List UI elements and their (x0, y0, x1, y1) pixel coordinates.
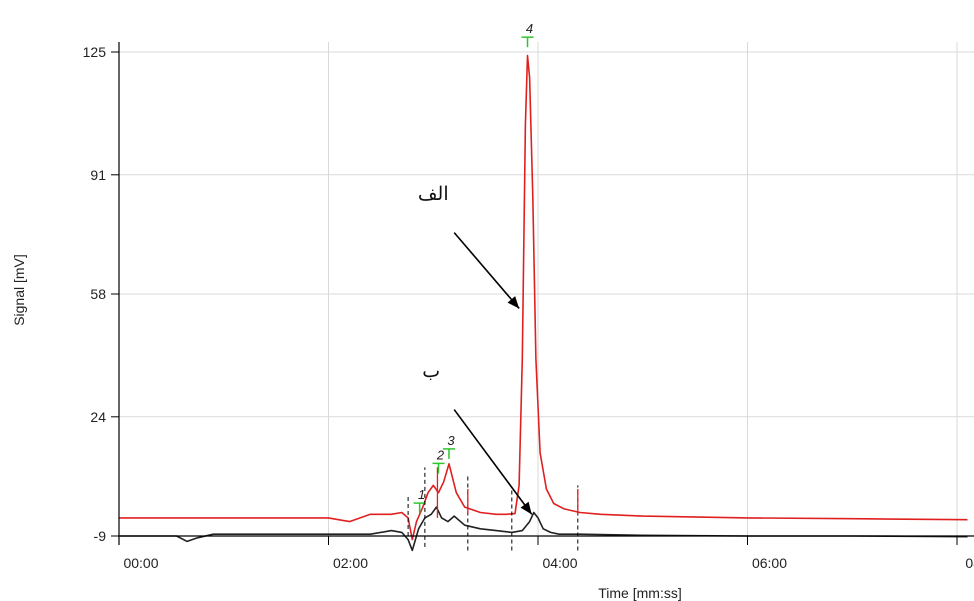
series-line-2 (119, 506, 968, 552)
annotation-arrow-head-1 (507, 296, 520, 309)
x-tick-label: 00:00 (123, 555, 158, 571)
y-tick-label: 125 (83, 44, 107, 60)
x-tick-label: 02:00 (333, 555, 368, 571)
tick-labels: 00:00 02:00 04:00 06:00 08:0 -9 24 58 91 125 (83, 44, 974, 571)
annotation-label-1: الف (418, 184, 449, 205)
x-tick-label: 06:00 (752, 555, 787, 571)
annotation-arrow-line-1 (453, 232, 520, 309)
y-tick-label: 24 (90, 409, 106, 425)
series-line-1 (119, 54, 968, 541)
peak-label: 3 (447, 433, 455, 448)
annotations: الف ب (418, 184, 533, 515)
peak-label: 2 (436, 447, 445, 462)
y-axis-title: Signal [mV] (11, 254, 27, 326)
annotation-arrow-line-2 (453, 409, 533, 515)
series-layer (119, 54, 968, 552)
peak-label: 1 (418, 487, 425, 502)
x-axis-title: Time [mm:ss] (598, 585, 681, 601)
peak-markers: 1 23 4 (407, 21, 579, 551)
x-tick-label: 08:0 (965, 555, 974, 571)
y-tick-label: 91 (90, 167, 106, 183)
peak-label: 4 (526, 21, 533, 36)
x-tick-label: 04:00 (542, 555, 577, 571)
y-tick-label: -9 (94, 528, 107, 544)
grid (119, 42, 974, 536)
annotation-arrow-head-2 (520, 501, 532, 515)
y-tick-label: 58 (90, 286, 106, 302)
annotation-label-2: ب (422, 361, 440, 382)
